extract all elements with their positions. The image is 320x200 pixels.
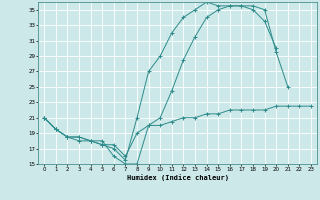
X-axis label: Humidex (Indice chaleur): Humidex (Indice chaleur) bbox=[127, 174, 228, 181]
